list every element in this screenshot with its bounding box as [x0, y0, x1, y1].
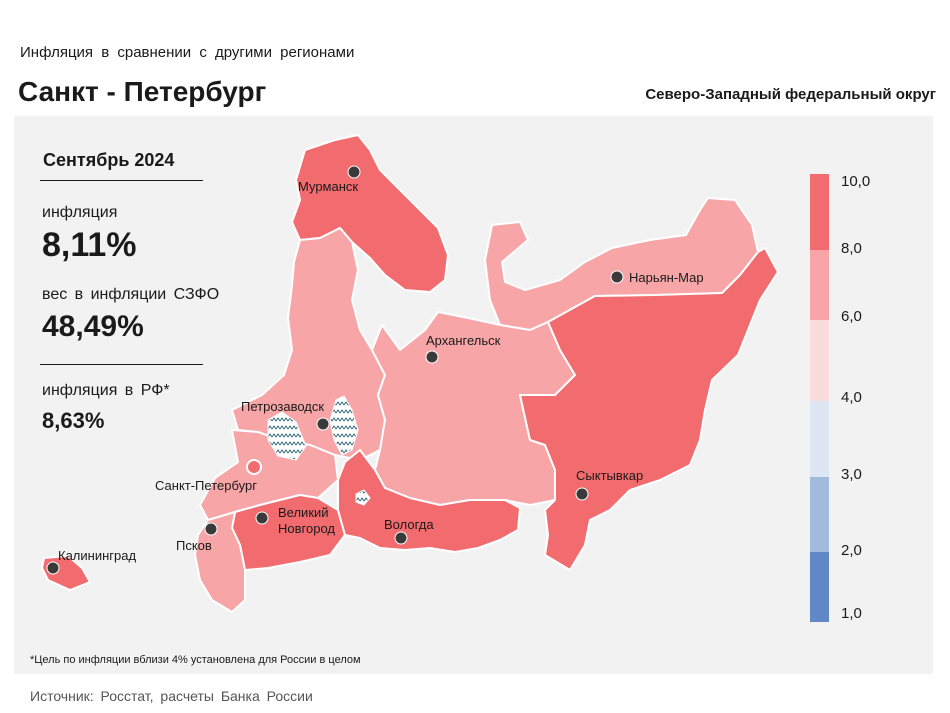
- city-label-kaliningrad: Калининград: [58, 548, 136, 563]
- legend-swatch-6-8: [810, 250, 829, 320]
- legend-swatch-8-10: [810, 174, 829, 250]
- city-marker-petrozavodsk[interactable]: [316, 417, 330, 431]
- inflation-value: 8,11%: [42, 226, 137, 264]
- city-marker-novgorod[interactable]: [255, 511, 269, 525]
- lake-ladoga: [267, 411, 307, 461]
- city-marker-naryan-mar[interactable]: [610, 270, 624, 284]
- city-label-pskov: Псков: [176, 538, 212, 553]
- source-note: Источник: Росстат, расчеты Банка России: [30, 688, 313, 704]
- weight-value: 48,49%: [42, 310, 144, 343]
- legend-tick-10: 10,0: [841, 173, 871, 190]
- city-label-naryan-mar: Нарьян-Мар: [629, 270, 704, 285]
- district-name: Северо-Западный федеральный округ: [645, 86, 936, 103]
- legend-tick-3: 3,0: [841, 466, 862, 483]
- city-label-velikiy: Великий: [278, 505, 329, 520]
- city-marker-spb[interactable]: [246, 459, 262, 475]
- city-label-syktyvkar: Сыктывкар: [576, 468, 643, 483]
- lake-beloye: [355, 489, 371, 506]
- city-marker-arkhangelsk[interactable]: [425, 350, 439, 364]
- legend-tick-1: 1,0: [841, 605, 862, 622]
- rf-inflation-value: 8,63%: [42, 408, 105, 433]
- city-marker-kaliningrad[interactable]: [46, 561, 60, 575]
- region-pskov[interactable]: [194, 511, 246, 613]
- region-vologda[interactable]: [337, 449, 521, 553]
- city-label-novgorod: Новгород: [278, 521, 335, 536]
- city-label-murmansk: Мурманск: [298, 179, 358, 194]
- region-karelia[interactable]: [231, 227, 386, 461]
- legend-scale: [810, 174, 829, 622]
- divider-top: [40, 180, 203, 181]
- city-label-spb: Санкт-Петербург: [155, 478, 257, 493]
- region-murmansk[interactable]: [291, 134, 449, 293]
- inflation-label: инфляция: [42, 204, 118, 221]
- legend-swatch-3-4: [810, 401, 829, 477]
- city-label-vologda: Вологда: [384, 517, 434, 532]
- city-label-arkhangelsk: Архангельск: [426, 333, 501, 348]
- footnote: *Цель по инфляции вблизи 4% установлена …: [30, 654, 361, 666]
- city-marker-vologda[interactable]: [394, 531, 408, 545]
- rf-inflation-label: инфляция в РФ*: [42, 382, 170, 399]
- legend-swatch-2-3: [810, 477, 829, 552]
- lake-onega: [329, 395, 359, 456]
- city-marker-pskov[interactable]: [204, 522, 218, 536]
- period-label: Сентябрь 2024: [43, 150, 175, 170]
- city-marker-murmansk[interactable]: [347, 165, 361, 179]
- legend-swatch-1-2: [810, 552, 829, 622]
- divider-bottom: [40, 364, 203, 365]
- city-labels: Мурманск Нарьян-Мар Архангельск Петрозав…: [58, 179, 704, 563]
- legend-swatch-4-6: [810, 320, 829, 401]
- city-markers: [46, 165, 624, 575]
- weight-label: вес в инфляции СЗФО: [42, 286, 220, 303]
- legend-tick-2: 2,0: [841, 542, 862, 559]
- legend-tick-6: 6,0: [841, 308, 862, 325]
- page-title: Санкт - Петербург: [18, 76, 267, 107]
- legend-tick-4: 4,0: [841, 389, 862, 406]
- subtitle: Инфляция в сравнении с другими регионами: [20, 44, 355, 61]
- legend-tick-8: 8,0: [841, 240, 862, 257]
- city-marker-syktyvkar[interactable]: [575, 487, 589, 501]
- city-label-petrozavodsk: Петрозаводск: [241, 399, 324, 414]
